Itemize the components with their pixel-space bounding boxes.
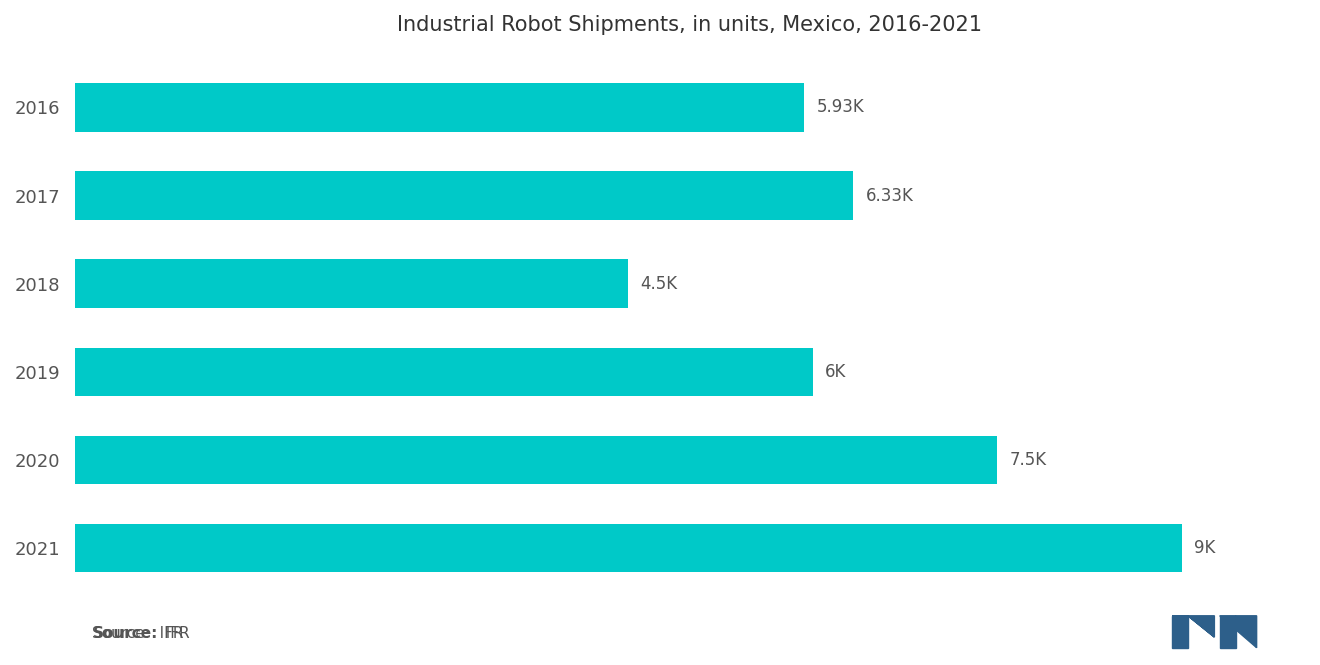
Polygon shape [1172,616,1214,637]
Text: IFR: IFR [156,626,189,642]
Bar [74,524,1181,573]
Text: 6.33K: 6.33K [866,187,913,205]
Bar [74,83,804,132]
Bar [74,348,813,396]
Polygon shape [1172,616,1188,648]
Text: Source:  IFR: Source: IFR [92,626,183,642]
Bar [74,172,854,220]
Text: 9K: 9K [1195,539,1216,557]
Bar [74,259,628,308]
Polygon shape [1220,616,1257,648]
Title: Industrial Robot Shipments, in units, Mexico, 2016-2021: Industrial Robot Shipments, in units, Me… [397,15,982,35]
Text: Source:: Source: [92,626,158,642]
Text: 4.5K: 4.5K [640,275,677,293]
Polygon shape [1220,616,1236,648]
Text: 6K: 6K [825,363,846,381]
Bar [74,436,998,484]
Polygon shape [1188,616,1214,637]
Polygon shape [1236,616,1257,648]
Text: 5.93K: 5.93K [817,98,865,116]
Text: 7.5K: 7.5K [1010,451,1047,469]
